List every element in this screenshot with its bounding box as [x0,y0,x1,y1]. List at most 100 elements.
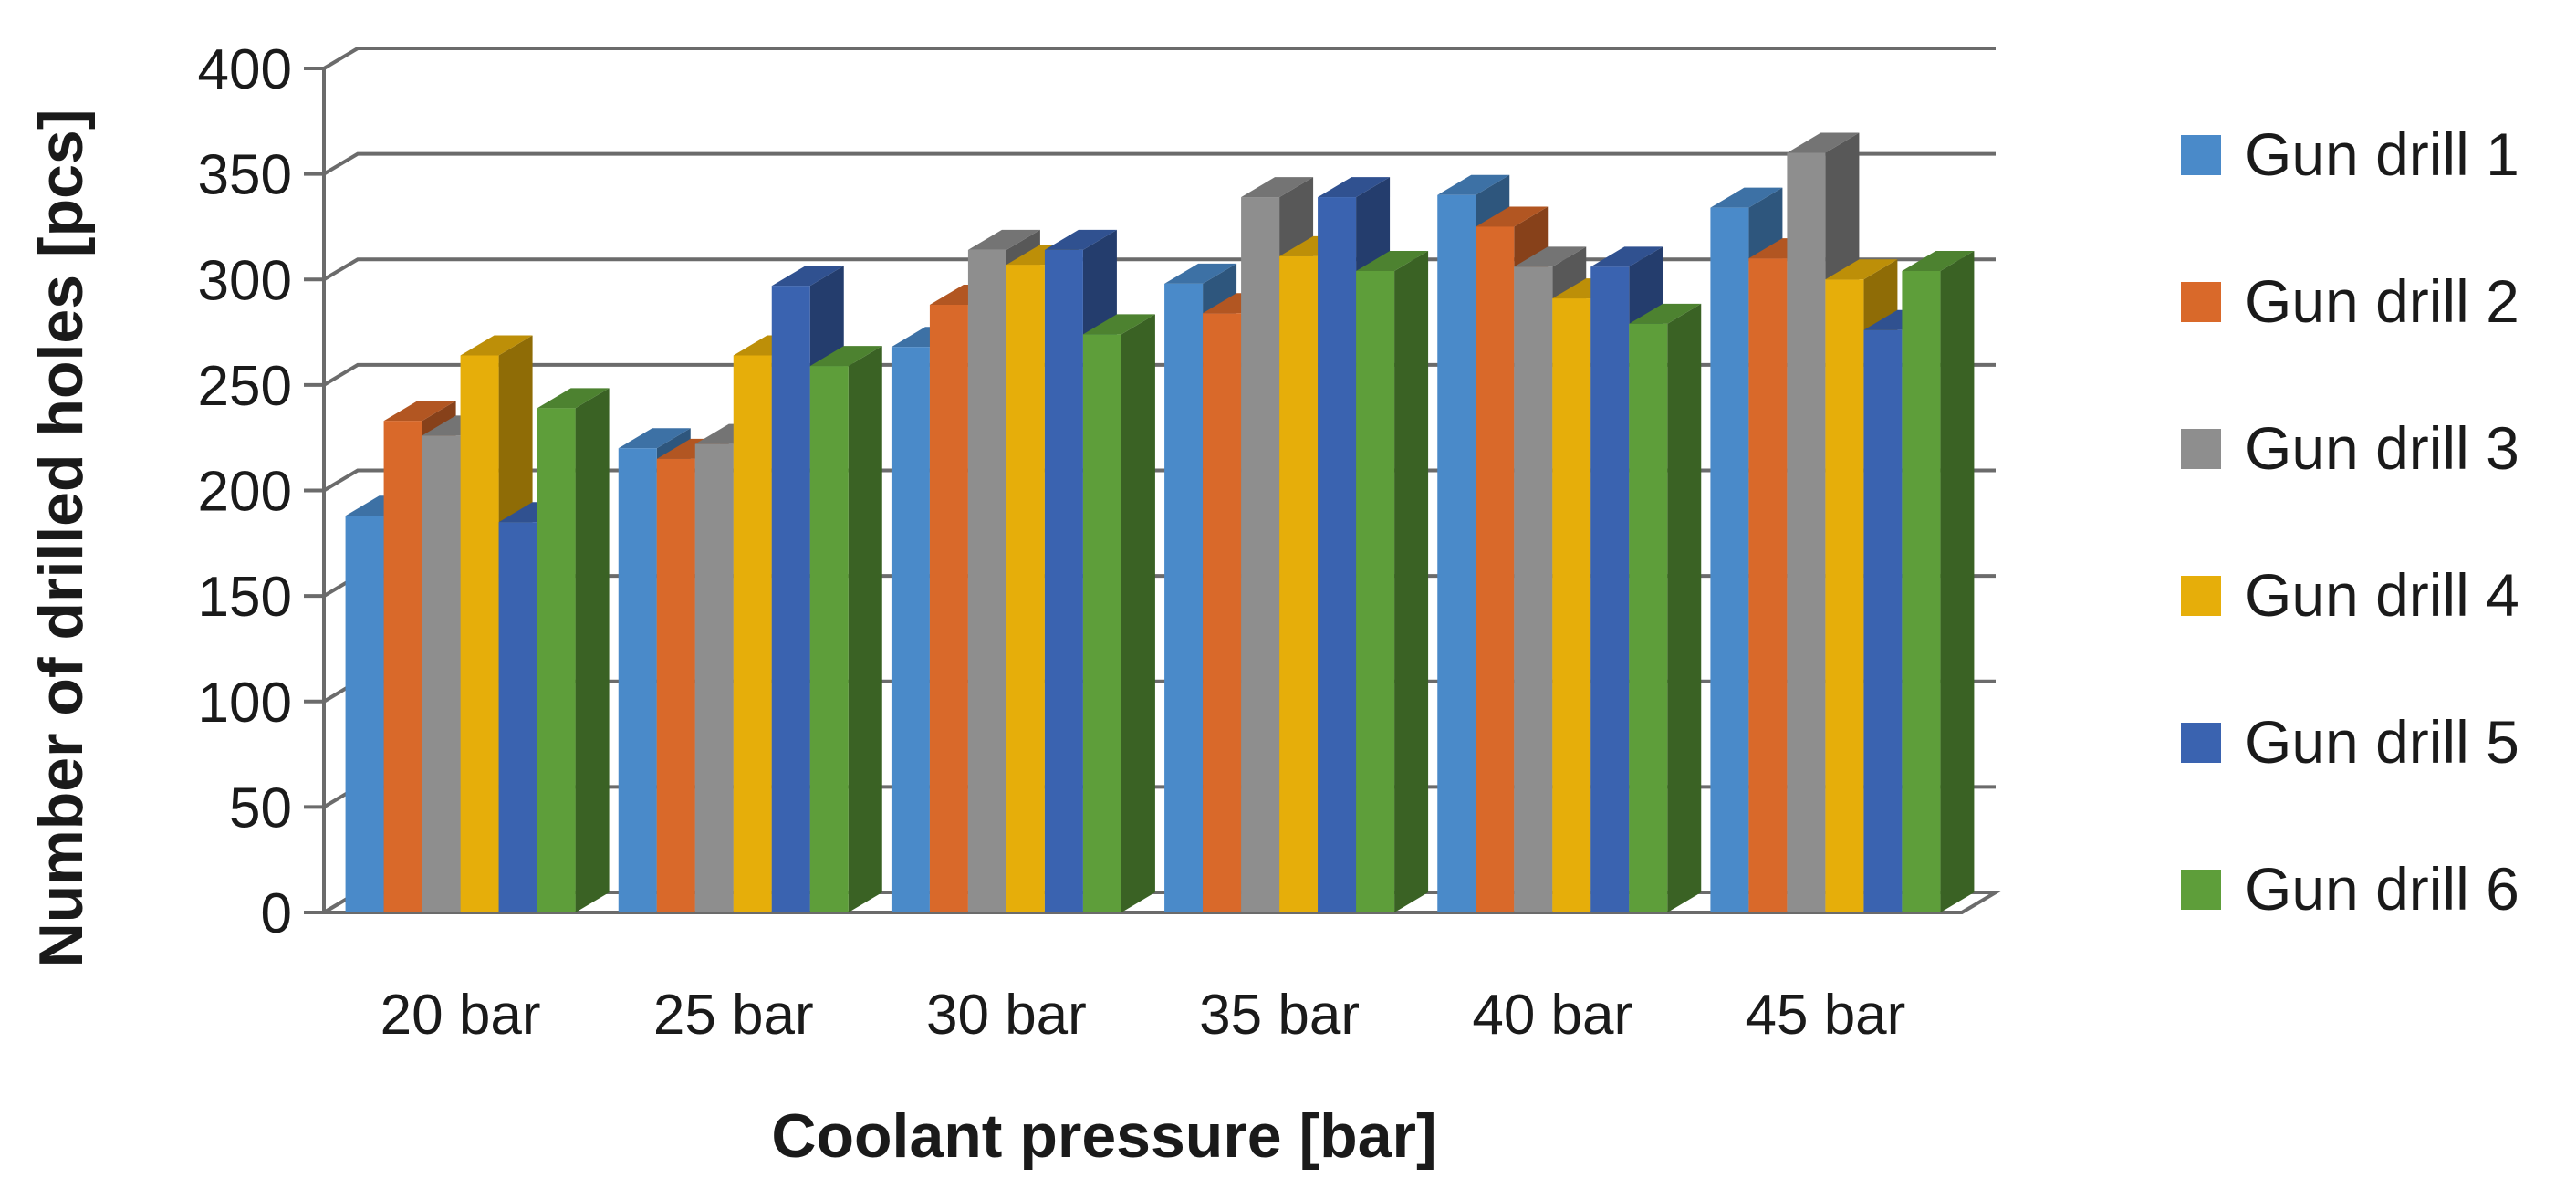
bars [345,132,1975,912]
bar-front [1710,207,1749,912]
bar-front [733,355,772,912]
bar-front [1476,226,1515,912]
legend-item: Gun drill 6 [2181,855,2519,923]
y-tick-label: 400 [198,38,292,101]
bar [1356,251,1429,912]
bar-front [1590,266,1630,912]
y-tick-label: 0 [261,882,292,945]
bar-front [498,522,537,912]
y-tick-label: 300 [198,249,292,312]
bar-front [1279,255,1319,912]
bar [1902,251,1975,912]
bar-front [537,408,576,912]
bar-top [618,428,691,449]
legend: Gun drill 1 Gun drill 2 Gun drill 3 Gun dri… [2181,120,2519,923]
y-tick-label: 350 [198,144,292,207]
bar-top [1044,229,1117,250]
legend-swatch [2181,576,2221,616]
bar-top [967,229,1040,250]
bar-top [1356,251,1429,271]
bar-top [537,388,610,409]
bar-front [656,458,695,912]
legend-label: Gun drill 2 [2245,267,2519,335]
bar-front [1241,197,1280,912]
bar-front [1863,329,1903,912]
legend-label: Gun drill 1 [2245,120,2519,188]
bar-front [694,443,734,912]
bar-front [929,305,968,912]
bar-top [1082,314,1155,335]
bar-front [1787,152,1826,912]
bar-side [1940,251,1975,912]
bar-front [460,355,499,912]
bar-top [1241,177,1314,198]
bar-front [891,347,930,912]
bar [1082,314,1155,912]
gridline [322,151,1996,176]
bar-side [575,388,610,912]
bar-top [1590,246,1663,267]
bar-top [771,266,844,287]
y-axis-title: Number of drilled holes [pcs] [26,109,96,968]
bar-top [1437,174,1510,195]
bar-front [1437,194,1476,912]
legend-item: Gun drill 4 [2181,561,2519,629]
bar-front [618,448,657,912]
bar-front [1044,249,1083,912]
bar-front [345,516,384,912]
x-axis-ticks: 20 bar 25 bar 30 bar 35 bar 40 bar 45 bar [381,984,1906,1047]
legend-item: Gun drill 1 [2181,120,2519,188]
bar-front [771,286,810,912]
bar-top [1710,187,1783,208]
bar-side [1667,303,1702,912]
legend-swatch [2181,870,2221,910]
bar-front [422,435,461,912]
bar [537,388,610,912]
legend-label: Gun drill 6 [2245,855,2519,923]
bar-top [1164,263,1237,284]
legend-swatch [2181,282,2221,322]
bar-side [1394,251,1429,912]
bar-top [1629,303,1702,324]
bar-top [809,346,882,367]
bar-top [1476,206,1549,227]
y-tick-label: 100 [198,672,292,735]
legend-item: Gun drill 5 [2181,708,2519,776]
bar-front [1006,265,1045,912]
bar-front [383,421,422,912]
x-tick-label: 45 bar [1746,984,1906,1047]
x-tick-label: 35 bar [1199,984,1360,1047]
bar-front [967,249,1006,912]
bar-front [1748,258,1788,912]
bar-top [1902,251,1975,271]
bar-top [1825,259,1898,280]
bar-front [1902,271,1941,912]
x-tick-label: 40 bar [1472,984,1632,1047]
legend-label: Gun drill 5 [2245,708,2519,776]
bar [1629,303,1702,912]
legend-item: Gun drill 2 [2181,267,2519,335]
bar-front [1825,279,1864,912]
legend-swatch [2181,723,2221,763]
bar-top [383,401,456,422]
bar-front [1514,266,1553,912]
bar-front [1082,334,1121,912]
y-tick-label: 150 [198,566,292,629]
bar-front [1356,271,1395,912]
bar-side [1121,314,1155,912]
bar [460,335,533,912]
bar-front [809,366,849,912]
bar [809,346,882,912]
x-tick-label: 25 bar [653,984,814,1047]
legend-label: Gun drill 4 [2245,561,2519,629]
y-tick-label: 250 [198,355,292,418]
legend-item: Gun drill 3 [2181,414,2519,482]
x-tick-label: 20 bar [381,984,541,1047]
y-tick-label: 50 [229,777,292,839]
bar-top [460,335,533,356]
bar-front [1164,283,1204,912]
bar-front [1629,323,1668,912]
x-tick-label: 30 bar [926,984,1087,1047]
legend-swatch [2181,135,2221,175]
